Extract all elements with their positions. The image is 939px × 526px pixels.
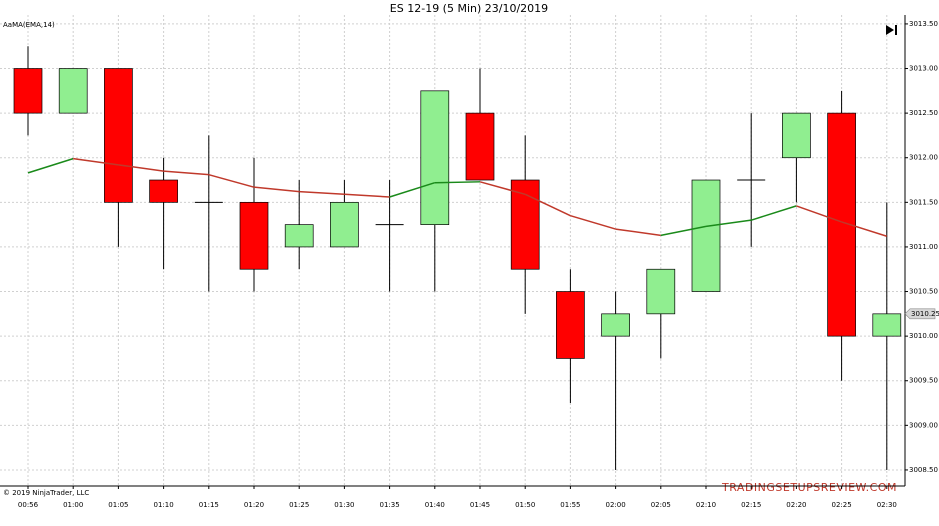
- x-tick-label: 02:20: [786, 501, 806, 509]
- y-tick-label: 3008.50: [909, 466, 938, 474]
- indicator-segment: [163, 170, 209, 176]
- x-tick-label: 01:20: [244, 501, 264, 509]
- x-tick-label: 01:40: [425, 501, 445, 509]
- candle-body: [149, 179, 178, 203]
- grid: [0, 15, 905, 486]
- indicator-segment: [73, 157, 119, 166]
- last-price-marker: [904, 308, 936, 320]
- y-tick-label: 3013.00: [909, 65, 938, 73]
- scroll-end-icon[interactable]: [886, 25, 897, 35]
- y-tick-label: 3011.50: [909, 198, 938, 206]
- candle-body: [465, 112, 495, 181]
- x-tick-label: 01:10: [154, 501, 174, 509]
- candle-body: [330, 201, 359, 248]
- candle-body: [13, 68, 43, 114]
- candle-body: [782, 112, 811, 159]
- x-tick-label: 01:00: [63, 501, 83, 509]
- x-tick-label: 01:30: [334, 501, 354, 509]
- indicator-segment: [750, 205, 797, 221]
- indicator-segment: [524, 193, 571, 217]
- x-tick-label: 01:50: [515, 501, 535, 509]
- y-tick-label: 3011.00: [909, 243, 938, 251]
- y-tick-label: 3009.50: [909, 377, 938, 385]
- candle-body: [691, 179, 721, 292]
- candle-body: [510, 179, 540, 270]
- indicator-segment: [118, 164, 164, 172]
- watermark: TRADINGSETUPSREVIEW.COM: [721, 481, 897, 494]
- x-tick-label: 02:10: [696, 501, 716, 509]
- chart-title: ES 12-19 (5 Min) 23/10/2019: [390, 2, 548, 15]
- candle-body: [239, 201, 269, 270]
- indicator-segment: [253, 186, 300, 193]
- indicator-segment: [705, 219, 752, 228]
- indicator-segment: [841, 221, 888, 237]
- indicator-segment: [27, 157, 74, 174]
- indicator-segment: [660, 225, 707, 237]
- indicator-segment: [299, 190, 345, 196]
- x-tick-label: 02:05: [651, 501, 671, 509]
- y-tick-label: 3010.00: [909, 332, 938, 340]
- indicator-segment: [344, 193, 390, 198]
- x-tick-label: 02:25: [832, 501, 852, 509]
- x-tick-label: 01:35: [380, 501, 400, 509]
- y-tick-label: 3012.00: [909, 154, 938, 162]
- x-tick-label: 01:15: [199, 501, 219, 509]
- candle-body: [601, 313, 630, 337]
- x-tick-label: 02:30: [877, 501, 897, 509]
- candle-body: [646, 268, 676, 315]
- y-tick-label: 3012.50: [909, 109, 938, 117]
- x-tick-label: 01:45: [470, 501, 490, 509]
- candle-body: [104, 68, 133, 203]
- x-tick-label: 01:55: [560, 501, 580, 509]
- indicator-segment: [615, 228, 661, 237]
- indicator-segment: [208, 173, 255, 188]
- x-tick-label: 01:05: [108, 501, 128, 509]
- y-tick-label: 3013.50: [909, 20, 938, 28]
- indicator-segment: [570, 214, 616, 230]
- candle-body: [420, 90, 450, 225]
- last-price-label: 3010.25: [911, 310, 939, 318]
- indicator-segment: [389, 181, 436, 198]
- candle-body: [556, 291, 585, 359]
- x-tick-label: 00:56: [18, 501, 39, 509]
- indicator-segment: [796, 205, 842, 223]
- y-tick-label: 3009.00: [909, 421, 938, 429]
- indicator-segment: [434, 181, 481, 184]
- indicator-segment: [479, 181, 526, 196]
- candle-body: [58, 68, 88, 114]
- x-tick-label: 02:15: [741, 501, 761, 509]
- candle-body: [284, 224, 314, 248]
- x-tick-label: 01:25: [289, 501, 309, 509]
- y-tick-label: 3010.50: [909, 288, 938, 296]
- copyright: © 2019 NinjaTrader, LLC: [3, 489, 89, 497]
- candle-body: [872, 313, 902, 337]
- indicator-label: AaMA(EMA,14): [3, 21, 55, 29]
- x-tick-label: 02:00: [606, 501, 626, 509]
